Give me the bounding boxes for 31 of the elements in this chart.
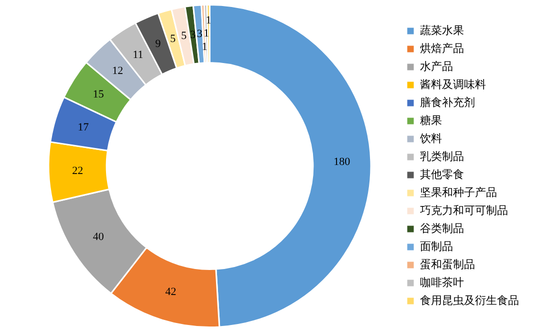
legend-label: 饮料 (419, 132, 442, 145)
legend-label: 水产品 (420, 60, 453, 73)
legend-label: 蔬菜水果 (420, 24, 464, 37)
data-label: 9 (155, 38, 162, 50)
data-label: 42 (165, 286, 176, 298)
data-label: 5 (170, 32, 176, 45)
data-label: 1 (202, 40, 208, 53)
legend-label: 面制品 (420, 240, 453, 253)
data-label: 12 (112, 65, 124, 78)
legend-label: 谷类制品 (420, 222, 464, 235)
legend-label: 食用昆虫及衍生食品 (420, 294, 519, 307)
legend-label: 巧克力和可可制品 (420, 204, 508, 217)
legend-label: 糖果 (420, 114, 442, 127)
data-label: 15 (92, 88, 104, 101)
data-label: 3 (196, 28, 203, 40)
data-label: 3 (190, 28, 196, 41)
data-label: 11 (132, 48, 144, 61)
legend-label: 坚果和种子产品 (420, 186, 497, 199)
legend-label: 乳类制品 (420, 150, 464, 163)
data-label: 22 (72, 164, 84, 177)
legend-label: 蛋和蛋制品 (420, 258, 475, 271)
data-label: 40 (92, 231, 104, 244)
legend-label: 膳食补充剂 (420, 96, 475, 109)
legend-label: 烘焙产品 (420, 42, 464, 55)
data-label: 1 (204, 28, 210, 40)
legend-label: 其他零食 (420, 168, 464, 181)
legend-label: 咖啡茶叶 (420, 276, 464, 289)
legend-label: 酱料及调味料 (420, 78, 486, 91)
data-label: 17 (78, 121, 90, 134)
data-label: 5 (181, 30, 188, 42)
data-label: 180 (334, 156, 351, 168)
